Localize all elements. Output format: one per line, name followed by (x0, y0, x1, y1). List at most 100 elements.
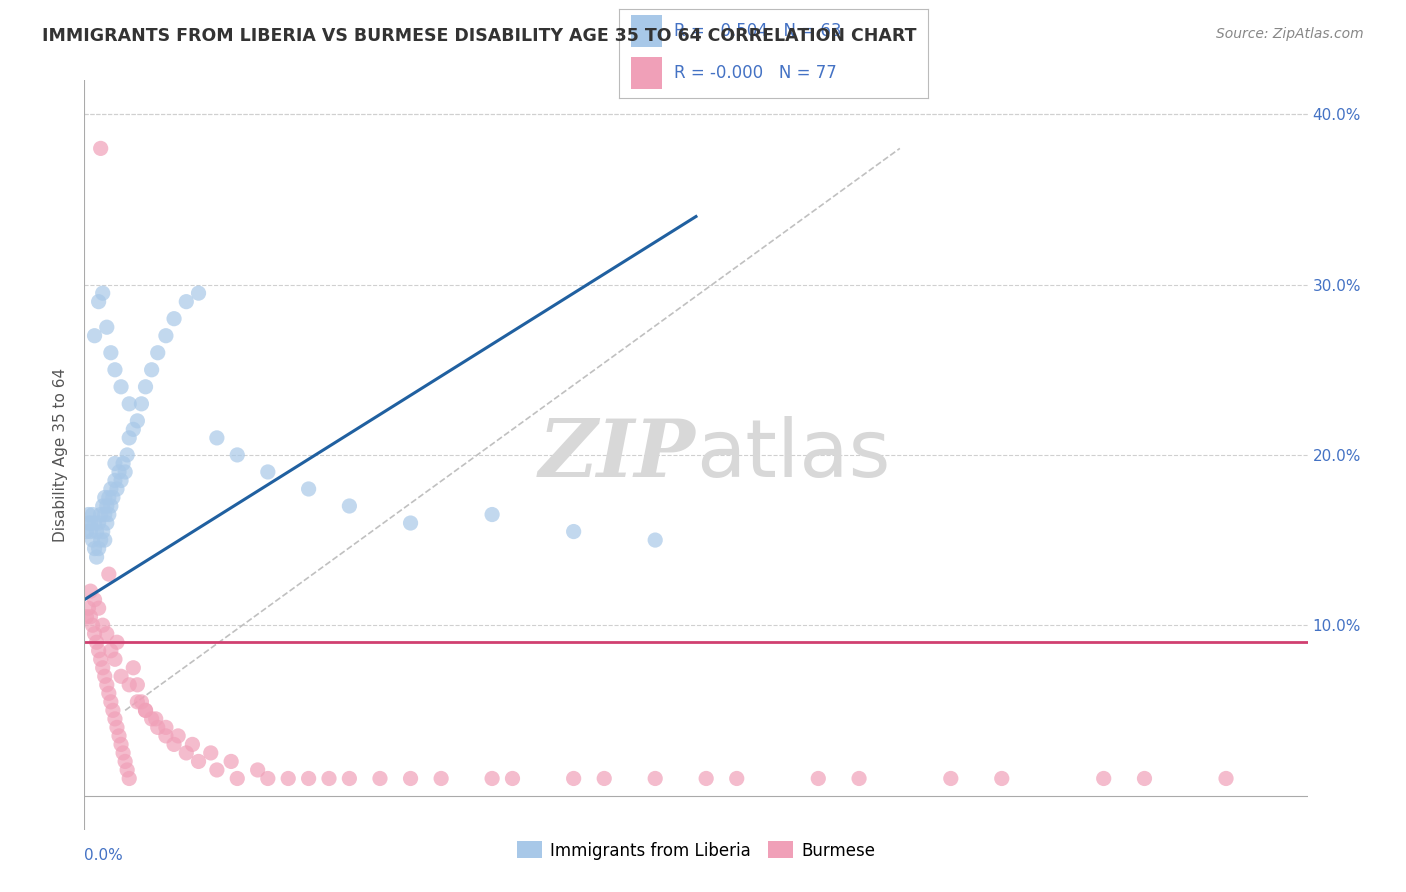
Point (91, 661, 114, 675)
Point (86, 635, 108, 649)
Point (277, 772, 299, 786)
Text: atlas: atlas (696, 416, 890, 494)
Point (90, 533, 112, 547)
Point (135, 380, 157, 394)
Point (100, 345, 122, 359)
Point (86, 524, 108, 539)
Point (135, 703, 157, 717)
Point (83, 626, 105, 640)
Point (75, 524, 97, 539)
Point (108, 465, 131, 479)
Point (104, 363, 127, 377)
Point (104, 474, 127, 488)
Point (1215, 772, 1237, 786)
Y-axis label: Disability Age 35 to 64: Disability Age 35 to 64 (53, 368, 69, 542)
Text: IMMIGRANTS FROM LIBERIA VS BURMESE DISABILITY AGE 35 TO 64 CORRELATION CHART: IMMIGRANTS FROM LIBERIA VS BURMESE DISAB… (42, 27, 917, 45)
Point (155, 328, 177, 343)
Point (96, 626, 118, 640)
Point (97, 491, 120, 505)
Point (96, 320, 118, 334)
Point (110, 380, 132, 394)
Point (93, 491, 115, 505)
Point (79, 584, 101, 599)
Point (122, 661, 145, 675)
Point (90, 508, 112, 522)
Point (127, 414, 149, 428)
Point (101, 491, 124, 505)
Point (146, 345, 169, 359)
Point (163, 311, 186, 326)
Point (127, 678, 149, 692)
Point (368, 772, 391, 786)
Point (82, 618, 104, 632)
Point (991, 772, 1014, 786)
Point (90, 652, 112, 666)
Point (318, 772, 340, 786)
Point (118, 678, 141, 692)
Point (1092, 772, 1115, 786)
Point (848, 772, 870, 786)
Point (82, 508, 104, 522)
Point (146, 720, 169, 734)
Point (96, 678, 118, 692)
Point (77, 508, 100, 522)
Point (93, 533, 115, 547)
Point (141, 712, 163, 726)
Point (118, 431, 141, 445)
Point (104, 712, 127, 726)
Point (112, 746, 135, 760)
Point (118, 772, 141, 786)
Text: R =   0.504   N = 63: R = 0.504 N = 63 (675, 22, 842, 40)
Point (187, 755, 209, 769)
Point (87, 294, 110, 309)
Point (83, 541, 105, 556)
Point (807, 772, 830, 786)
Point (187, 286, 209, 301)
Point (339, 772, 361, 786)
Point (83, 592, 105, 607)
Point (644, 772, 666, 786)
Point (219, 755, 242, 769)
Point (115, 448, 138, 462)
Point (105, 482, 128, 496)
Text: Source: ZipAtlas.com: Source: ZipAtlas.com (1216, 27, 1364, 41)
Point (110, 474, 132, 488)
Bar (631, 15, 662, 47)
Point (644, 533, 666, 547)
Point (593, 772, 616, 786)
Point (115, 763, 138, 777)
Point (430, 772, 453, 786)
Point (114, 755, 136, 769)
Point (91, 286, 114, 301)
Point (97, 686, 120, 700)
Point (257, 465, 280, 479)
Point (257, 772, 280, 786)
Point (87, 644, 110, 658)
Point (118, 397, 141, 411)
Point (200, 746, 222, 760)
Point (298, 772, 321, 786)
Point (83, 328, 105, 343)
Point (141, 363, 163, 377)
Point (695, 772, 717, 786)
Point (399, 772, 422, 786)
Point (226, 772, 249, 786)
Point (163, 738, 186, 752)
Point (155, 729, 177, 743)
Text: 0.0%: 0.0% (84, 848, 124, 863)
Point (96, 499, 118, 513)
Point (562, 772, 585, 786)
Point (174, 294, 197, 309)
Point (96, 516, 118, 530)
Point (104, 457, 127, 471)
Point (108, 729, 131, 743)
Point (562, 524, 585, 539)
Text: ZIP: ZIP (538, 417, 696, 493)
Point (105, 635, 128, 649)
Point (82, 533, 104, 547)
Point (90, 141, 112, 155)
Point (77, 516, 100, 530)
Point (174, 746, 197, 760)
Point (100, 499, 122, 513)
Point (122, 422, 145, 436)
